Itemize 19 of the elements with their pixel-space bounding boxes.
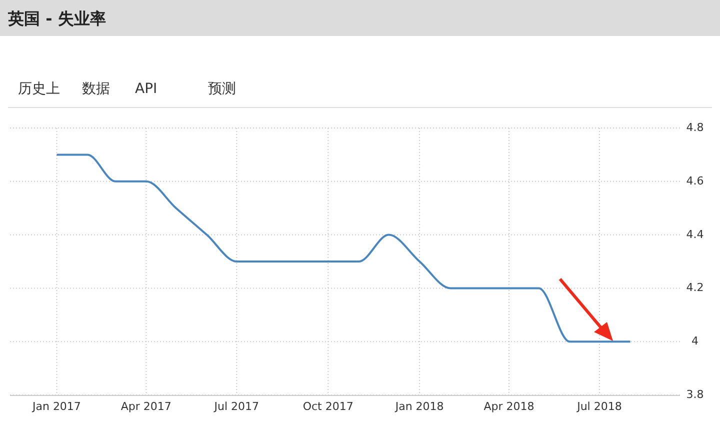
text: API <box>135 81 158 97</box>
y-tick-label: 4 <box>692 334 698 348</box>
text: 数据 <box>82 81 110 97</box>
text: 历史上 <box>18 81 60 97</box>
x-tick-label: Apr 2018 <box>484 400 534 413</box>
y-tick-label: 3.8 <box>686 388 704 402</box>
x-tick-label: Jul 2017 <box>213 400 260 413</box>
y-tick-label: 4.2 <box>686 281 704 294</box>
x-tick-label: Jul 2018 <box>576 400 622 413</box>
text: 预测 <box>208 81 236 97</box>
x-tick-label: Jan 2017 <box>31 400 81 413</box>
x-tick-label: Jan 2018 <box>394 400 444 413</box>
y-tick-label: 4.4 <box>686 228 704 241</box>
y-tick-label: 4.8 <box>686 121 704 134</box>
y-tick-label: 4.6 <box>686 174 704 188</box>
line-series <box>56 154 632 343</box>
x-tick-label: Oct 2017 <box>302 400 354 413</box>
x-tick-label: Apr 2017 <box>120 400 172 413</box>
chart-title: 英国 - 失业率 <box>7 9 106 28</box>
